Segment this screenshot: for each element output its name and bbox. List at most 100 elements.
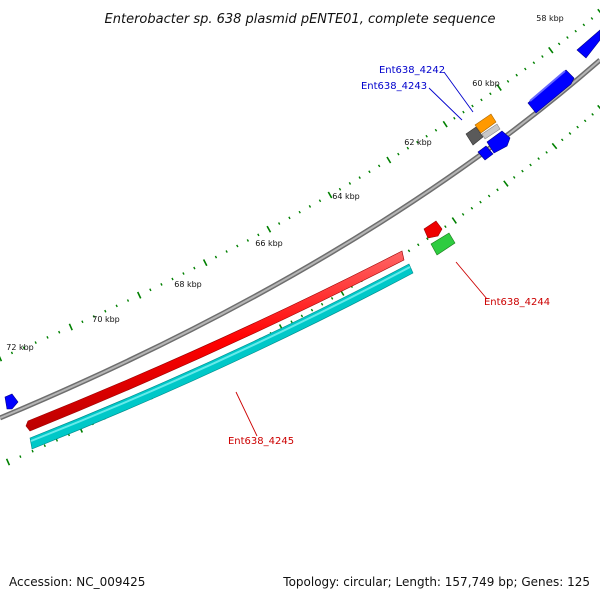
outer-scale-tick	[397, 152, 400, 156]
outer-scale-tick	[160, 282, 163, 286]
gene-blue-small-a[interactable]	[486, 130, 511, 154]
outer-scale-tick	[257, 233, 260, 237]
inner-scale-tick	[290, 320, 293, 324]
inner-scale-tick	[503, 180, 509, 187]
tick-label-58kbp: 58 kbp	[536, 14, 564, 23]
genome-summary-text: Topology: circular; Length: 157,749 bp; …	[282, 575, 590, 589]
inner-scale-tick	[19, 455, 22, 458]
gene-blue-small-b[interactable]	[477, 145, 494, 161]
inner-scale-tick	[597, 104, 600, 110]
outer-scale-tick	[0, 356, 3, 362]
gene-label-4245[interactable]: Ent638_4245	[228, 436, 294, 447]
gene-gray-4243[interactable]	[465, 126, 484, 146]
tick-label-60kbp: 60 kbp	[472, 79, 500, 88]
outer-scale-tick	[532, 61, 536, 65]
outer-scale-tick	[462, 110, 465, 114]
inner-scale-tick	[5, 458, 11, 466]
gene-blue-edge[interactable]	[576, 29, 600, 59]
gene-red-small[interactable]	[423, 220, 443, 239]
tick-label-70kbp: 70 kbp	[92, 315, 120, 324]
inner-scale-tick	[417, 243, 420, 247]
outer-scale-tick	[386, 156, 392, 164]
outer-scale-tick	[126, 299, 130, 302]
outer-scale-tick	[453, 116, 456, 120]
inner-scale-tick	[451, 217, 457, 224]
inner-scale-tick	[470, 206, 474, 210]
outer-scale-tick	[515, 73, 518, 77]
gene-label-4244[interactable]: Ent638_4244	[484, 297, 550, 308]
outer-scale-tick	[557, 42, 561, 46]
outer-scale-tick	[266, 225, 272, 233]
outer-scale-tick	[58, 330, 61, 334]
gene-red-band[interactable]	[25, 250, 405, 432]
outer-scale-tick	[225, 250, 228, 253]
inner-scale-tick	[568, 132, 572, 135]
tick-label-64kbp: 64 kbp	[332, 192, 360, 201]
inner-scale-tick	[55, 438, 59, 442]
outer-scale-tick	[277, 222, 281, 225]
outer-scale-tick	[318, 199, 322, 203]
inner-scale-tick	[407, 249, 411, 253]
inner-scale-tick	[551, 142, 558, 150]
outer-scale-tick	[193, 266, 196, 270]
outer-scale-tick	[489, 92, 492, 96]
inner-scale-tick	[31, 449, 34, 453]
inner-scale-tick	[330, 297, 334, 300]
inner-scale-tick	[576, 125, 579, 129]
leader-line-4245	[235, 391, 258, 437]
inner-scale-tick	[310, 308, 314, 312]
inner-scale-tick	[521, 169, 524, 173]
outer-scale-tick	[338, 187, 342, 191]
gene-label-4243[interactable]: Ent638_4243	[361, 81, 427, 92]
inner-scale-tick	[512, 175, 516, 179]
outer-scale-tick	[68, 323, 73, 331]
gene-blue-left[interactable]	[4, 393, 19, 410]
outer-scale-tick	[149, 288, 152, 292]
inner-scale-tick	[560, 138, 564, 142]
tick-label-62kbp: 62 kbp	[404, 138, 432, 147]
gene-blue-long[interactable]	[527, 69, 575, 114]
inner-scale-tick	[300, 314, 304, 318]
outer-scale-tick	[480, 98, 483, 102]
outer-scale-tick	[442, 120, 448, 128]
outer-scale-tick	[92, 315, 96, 318]
outer-scale-tick	[506, 79, 510, 83]
outer-scale-tick	[202, 259, 208, 267]
outer-scale-tick	[548, 46, 554, 54]
outer-scale-tick	[182, 272, 185, 275]
gene-cyan-band[interactable]	[29, 263, 414, 450]
outer-scale-tick	[416, 140, 419, 144]
inner-scale-tick	[461, 212, 465, 216]
outer-scale-tick	[358, 176, 361, 179]
inner-scale-tick	[529, 163, 532, 167]
outer-scale-tick	[471, 104, 474, 108]
leader-line-4242	[443, 71, 474, 113]
tick-label-68kbp: 68 kbp	[174, 280, 202, 289]
inner-scale-tick	[320, 302, 324, 306]
outer-scale-tick	[236, 244, 239, 248]
outer-scale-tick	[288, 216, 291, 220]
outer-scale-tick	[582, 23, 586, 27]
inner-scale-tick	[487, 194, 491, 198]
inner-scale-tick	[537, 157, 540, 161]
outer-scale-tick	[171, 277, 174, 281]
outer-scale-tick	[246, 239, 250, 242]
inner-scale-tick	[545, 151, 548, 154]
inner-scale-tick	[591, 113, 594, 116]
outer-scale-tick	[115, 304, 118, 308]
map-title: Enterobacter sp. 638 plasmid pENTE01, co…	[105, 12, 496, 27]
outer-scale-tick	[377, 164, 381, 168]
outer-scale-tick	[434, 128, 438, 132]
tick-label-72kbp: 72 kbp	[6, 343, 34, 352]
outer-scale-tick	[10, 351, 14, 355]
gene-orange-4242[interactable]	[474, 113, 497, 134]
gene-green-4244[interactable]	[430, 232, 456, 256]
outer-scale-tick	[524, 67, 527, 71]
outer-scale-tick	[46, 336, 49, 339]
leader-line-4244	[455, 261, 488, 300]
gene-label-4242[interactable]: Ent638_4242	[379, 65, 445, 76]
inner-scale-tick	[444, 225, 447, 229]
inner-scale-tick	[426, 237, 429, 241]
inner-scale-tick	[583, 119, 587, 123]
